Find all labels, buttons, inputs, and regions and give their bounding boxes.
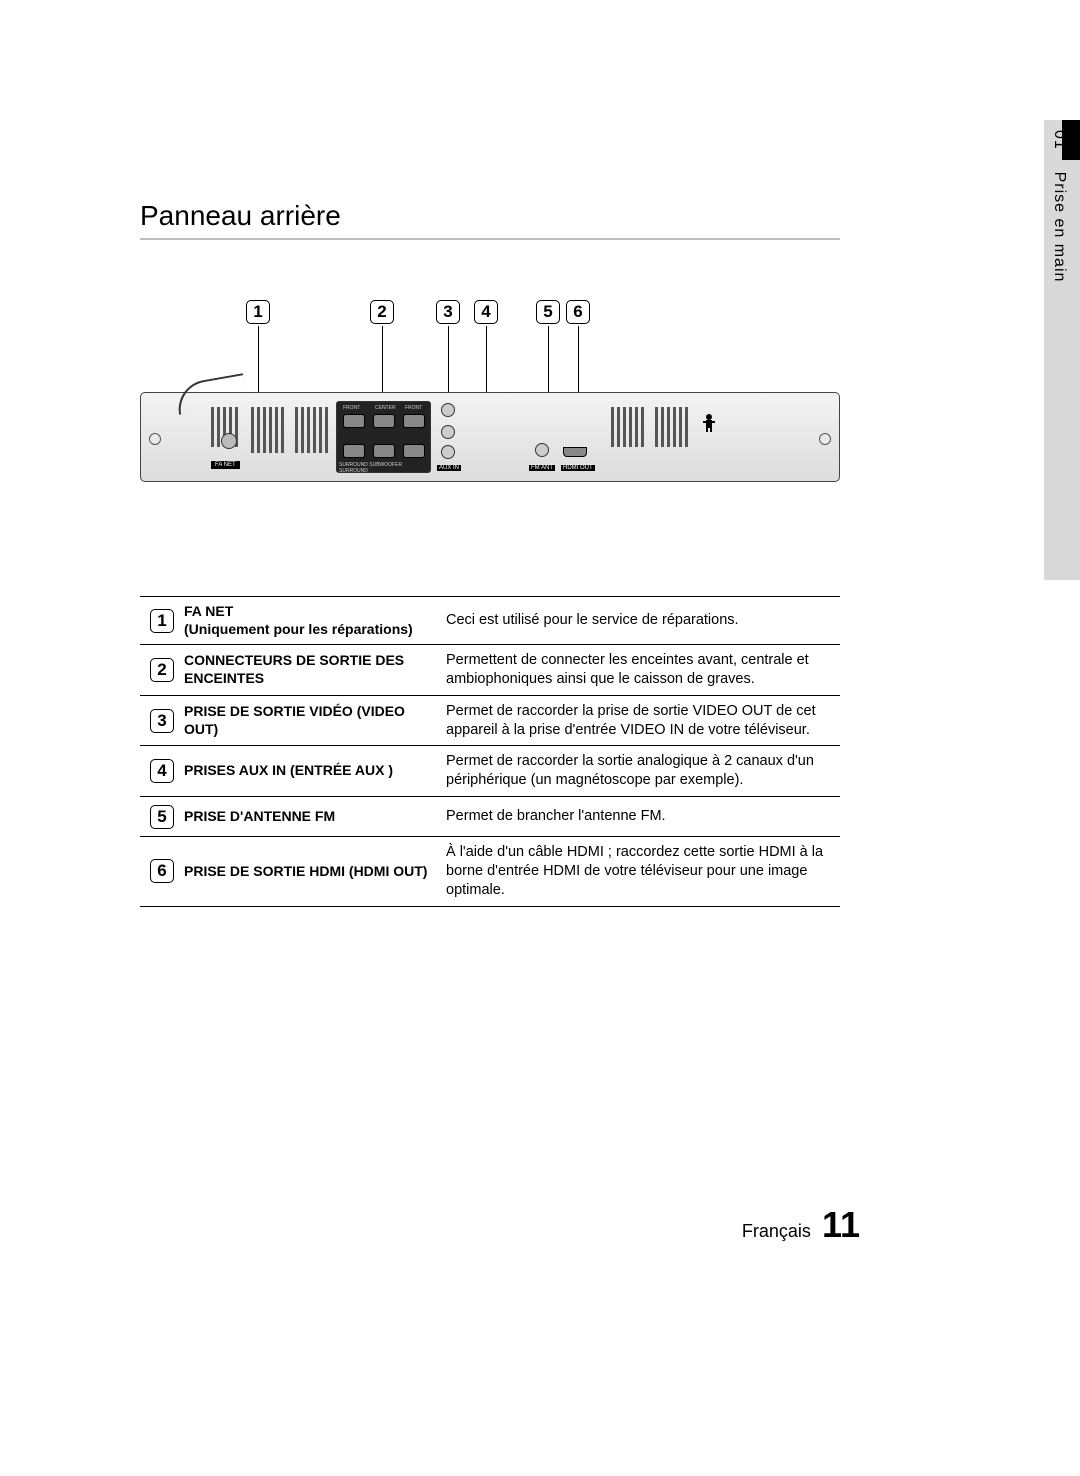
callout-4: 4 (474, 300, 498, 324)
fanet-port (221, 433, 237, 449)
row-title: PRISE D'ANTENNE FM (184, 808, 446, 826)
vents (611, 407, 644, 447)
side-tab-text: 01 Prise en main (1050, 130, 1068, 282)
table-row: 2 CONNECTEURS DE SORTIE DES ENCEINTESPerm… (140, 645, 840, 696)
footer-page-number: 11 (822, 1204, 860, 1245)
callout-row: 123456 (140, 300, 840, 330)
row-number-cell: 6 (140, 859, 184, 883)
row-description: Permet de raccorder la prise de sortie V… (446, 702, 840, 740)
callout-5: 5 (536, 300, 560, 324)
video-out-jack (441, 403, 455, 417)
table-row: 1 FA NET(Uniquement pour les réparations)… (140, 597, 840, 645)
vents (251, 407, 284, 453)
callout-1: 1 (246, 300, 270, 324)
row-number: 5 (150, 805, 174, 829)
row-number-cell: 3 (140, 709, 184, 733)
row-title: FA NET(Uniquement pour les réparations) (184, 603, 446, 638)
page-title: Panneau arrière (140, 200, 840, 240)
row-number-cell: 1 (140, 609, 184, 633)
device-illustration: FA NET FRONT CENTER FRONT SURROUND SUBWO… (140, 392, 840, 482)
row-number-cell: 2 (140, 658, 184, 682)
row-number: 1 (150, 609, 174, 633)
callout-2: 2 (370, 300, 394, 324)
row-title: PRISES AUX IN (ENTRÉE AUX ) (184, 762, 446, 780)
section-number: 01 (1051, 130, 1068, 150)
row-title: PRISE DE SORTIE VIDÉO (VIDEO OUT) (184, 703, 446, 738)
row-description: Permet de brancher l'antenne FM. (446, 807, 840, 826)
page: 01 Prise en main Panneau arrière 123456 … (0, 0, 1080, 1476)
hdmi-out (563, 447, 587, 457)
callout-3: 3 (436, 300, 460, 324)
aux-in-l (441, 425, 455, 439)
row-description: Permet de raccorder la sortie analogique… (446, 752, 840, 790)
table-row: 4 PRISES AUX IN (ENTRÉE AUX )Permet de ra… (140, 746, 840, 797)
table-row: 3 PRISE DE SORTIE VIDÉO (VIDEO OUT)Permet… (140, 696, 840, 747)
description-table: 1 FA NET(Uniquement pour les réparations)… (140, 596, 840, 907)
row-number: 6 (150, 859, 174, 883)
vents (295, 407, 328, 453)
page-footer: Français 11 (742, 1204, 860, 1246)
hdmi-label: HDMI OUT (561, 465, 595, 471)
row-number-cell: 4 (140, 759, 184, 783)
row-description: Permettent de connecter les enceintes av… (446, 651, 840, 689)
table-row: 6 PRISE DE SORTIE HDMI (HDMI OUT)À l'aide… (140, 837, 840, 906)
rear-panel-diagram: 123456 FA NET FRONT CENTER FRONT (140, 300, 840, 500)
table-row: 5 PRISE D'ANTENNE FMPermet de brancher l'… (140, 797, 840, 837)
fm-antenna-jack (535, 443, 549, 457)
side-tab: 01 Prise en main (1044, 120, 1080, 580)
section-label: Prise en main (1051, 172, 1068, 283)
aux-label: AUX IN (437, 465, 461, 471)
row-number: 3 (150, 709, 174, 733)
person-icon (701, 413, 717, 433)
footer-language: Français (742, 1221, 811, 1241)
callout-6: 6 (566, 300, 590, 324)
vents (655, 407, 688, 447)
row-number: 2 (150, 658, 174, 682)
row-description: Ceci est utilisé pour le service de répa… (446, 611, 840, 630)
fm-label: FM ANT (529, 465, 555, 471)
fanet-label: FA NET (211, 461, 240, 469)
row-number-cell: 5 (140, 805, 184, 829)
row-description: À l'aide d'un câble HDMI ; raccordez cet… (446, 843, 840, 900)
row-title: PRISE DE SORTIE HDMI (HDMI OUT) (184, 863, 446, 881)
aux-in-r (441, 445, 455, 459)
speaker-outputs: FRONT CENTER FRONT SURROUND SUBWOOFER SU… (336, 401, 431, 473)
row-title: CONNECTEURS DE SORTIE DES ENCEINTES (184, 652, 446, 687)
row-subtitle: (Uniquement pour les réparations) (184, 621, 413, 637)
row-number: 4 (150, 759, 174, 783)
